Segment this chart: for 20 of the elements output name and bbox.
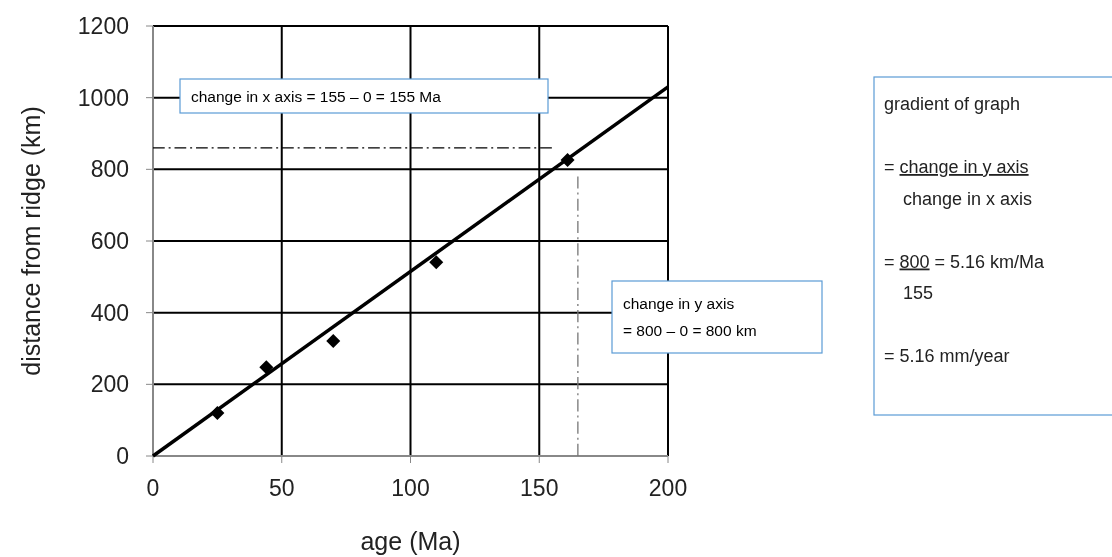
text: gradient of graph = change in y axis change in x axis = 800 = 5.16 km/Ma 155 = 5.16 mm/year <box>884 94 1045 366</box>
x-tick-label: 200 <box>648 475 688 501</box>
annotation: change in y axis = 800 – 0 = 800 km <box>623 295 757 339</box>
y-tick-label: 1200 <box>77 13 129 39</box>
point <box>326 333 341 348</box>
y-tick-label: 200 <box>90 371 129 398</box>
point <box>429 255 444 270</box>
annotation: change in x axis = 155 – 0 = 155 Ma <box>191 88 442 105</box>
y-tick-label: 0 <box>116 443 129 469</box>
y-tick-label: 600 <box>90 228 129 254</box>
x-tick-label: 0 <box>146 475 160 501</box>
x-tick-label: 150 <box>520 475 559 501</box>
y-axis-title: distance from ridge (km) <box>17 106 45 376</box>
point <box>259 360 274 375</box>
y-tick-label: 400 <box>90 299 129 326</box>
x-tick-label: 100 <box>391 475 430 501</box>
x-tick-label: 50 <box>268 475 295 501</box>
x-axis-title: age (Ma) <box>360 527 461 555</box>
y-tick-label: 1000 <box>77 84 129 111</box>
y-tick-label: 800 <box>90 156 129 183</box>
